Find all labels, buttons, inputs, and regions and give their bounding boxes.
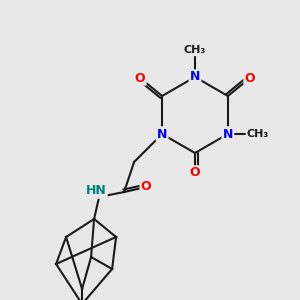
Text: O: O bbox=[135, 71, 146, 85]
Text: O: O bbox=[141, 181, 152, 194]
Text: O: O bbox=[190, 167, 200, 179]
Text: CH₃: CH₃ bbox=[184, 45, 206, 55]
Text: N: N bbox=[157, 128, 167, 140]
Text: CH₃: CH₃ bbox=[247, 129, 269, 139]
Text: O: O bbox=[244, 71, 255, 85]
Text: N: N bbox=[223, 128, 233, 140]
Text: HN: HN bbox=[86, 184, 106, 197]
Text: N: N bbox=[190, 70, 200, 83]
